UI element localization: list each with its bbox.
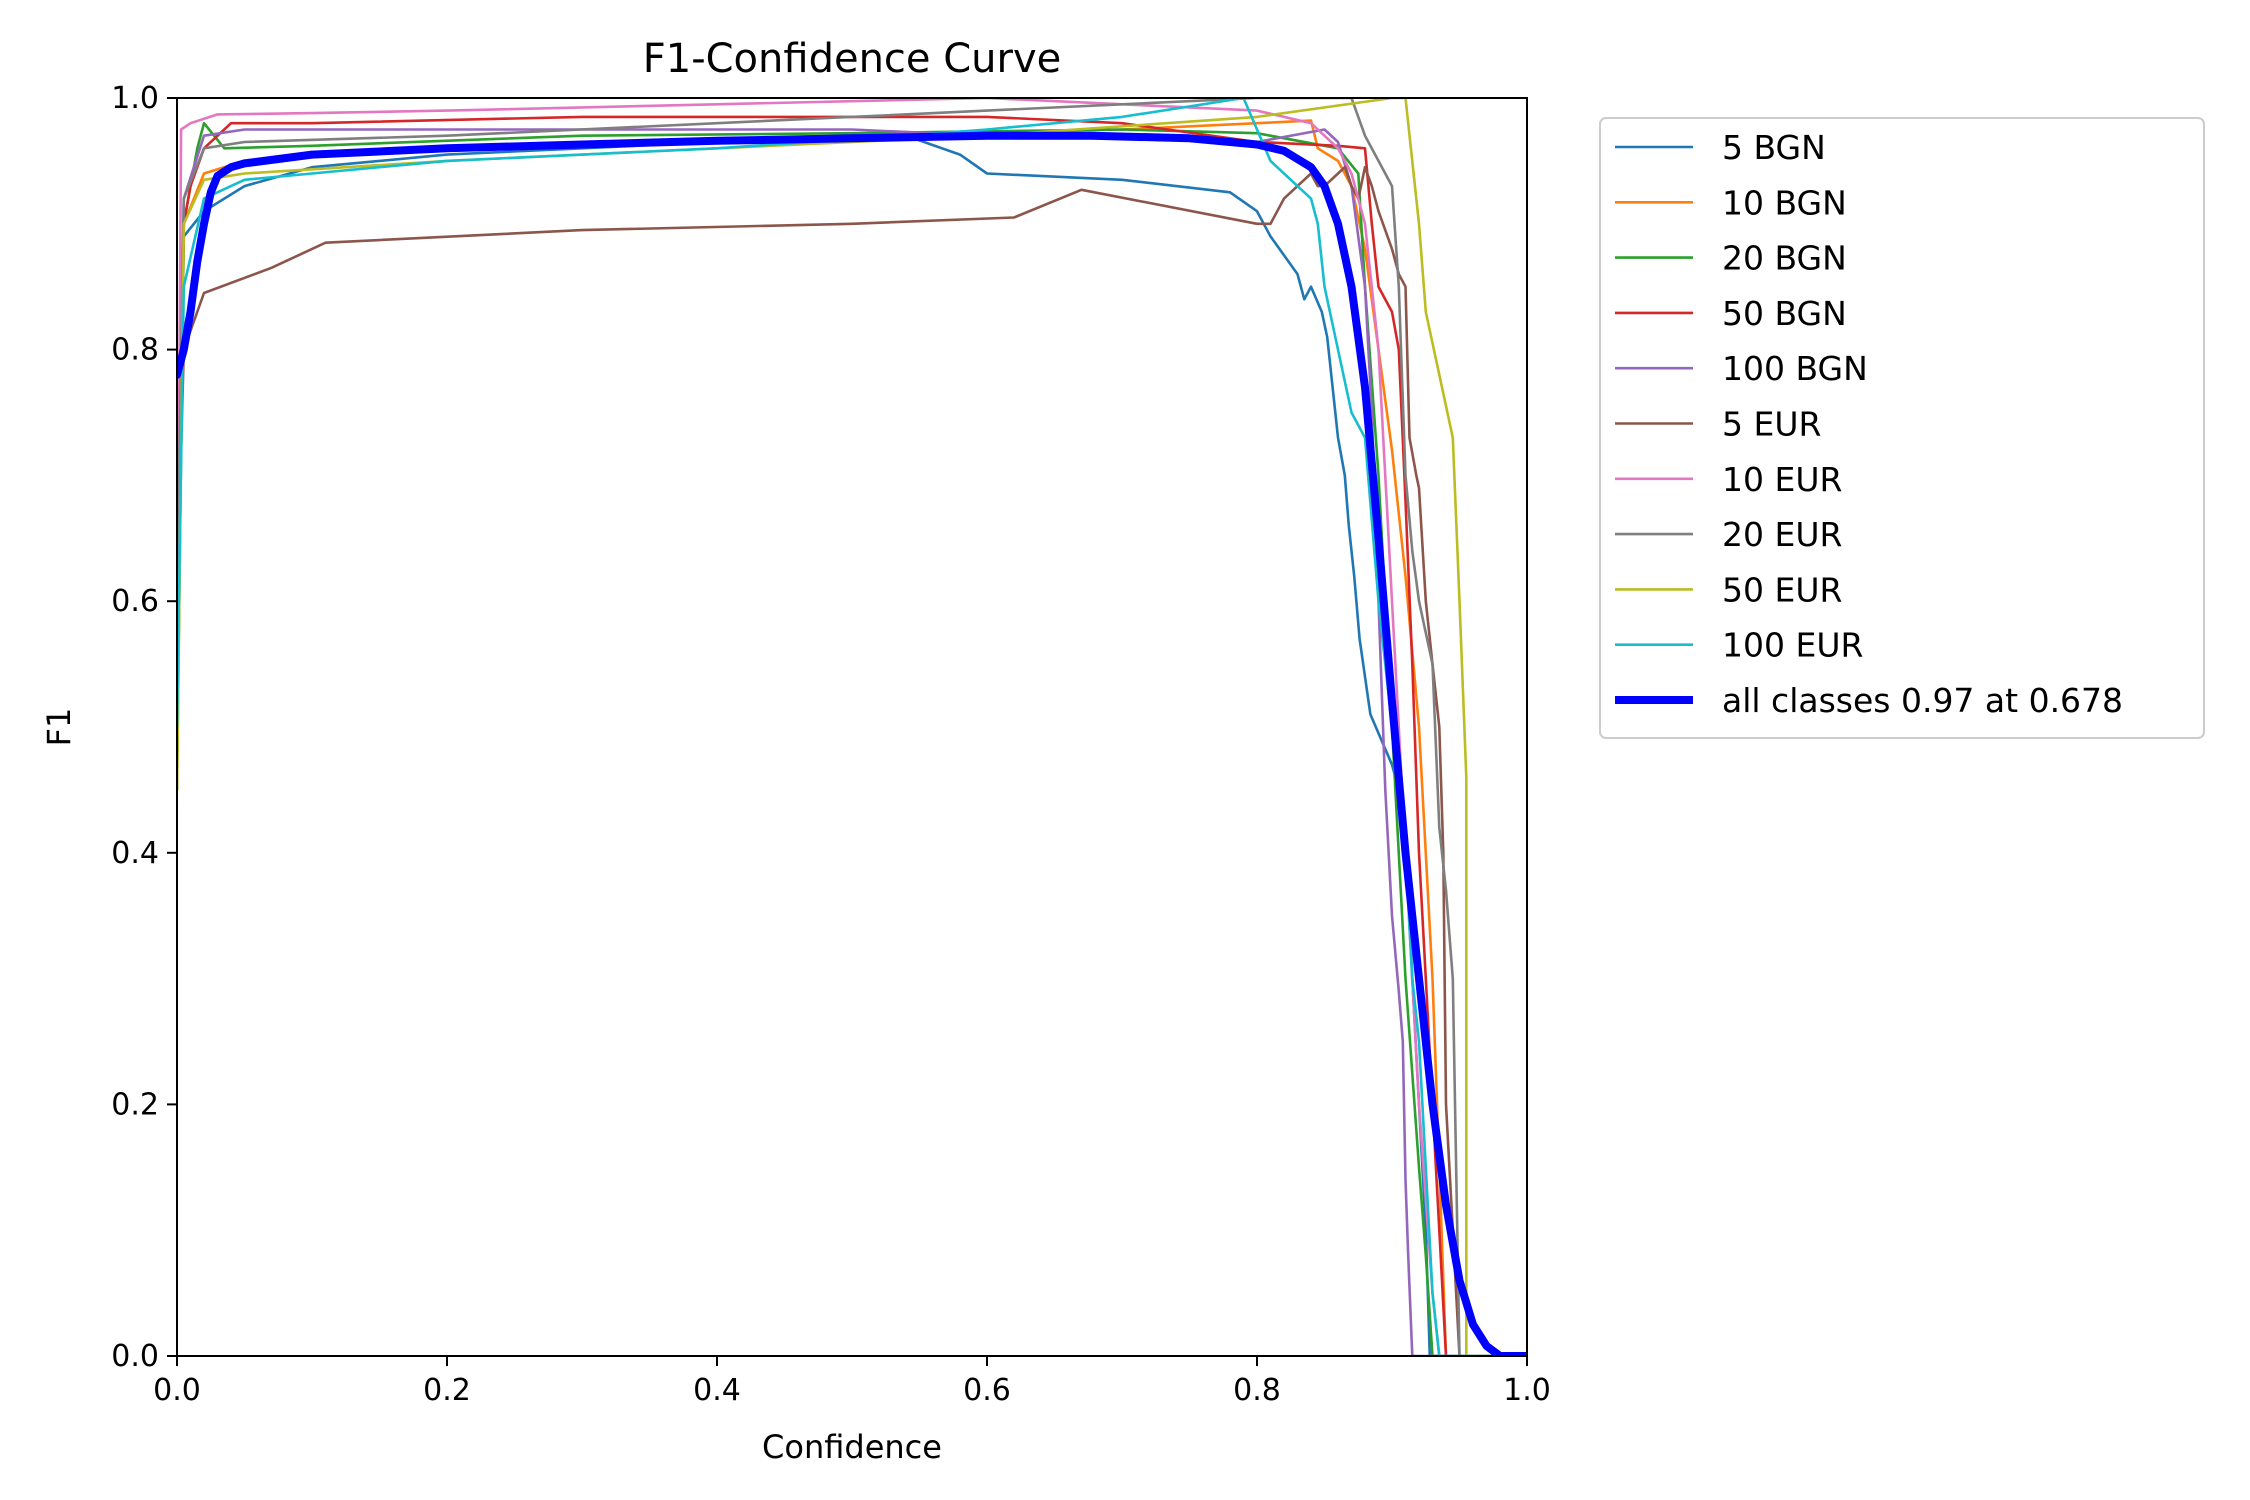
legend-label: 5 EUR xyxy=(1722,405,1821,444)
series-line-10 xyxy=(177,131,1527,1356)
y-tick-label: 0.4 xyxy=(111,836,159,871)
series-line-1 xyxy=(177,119,1527,1356)
legend-label: 100 BGN xyxy=(1722,349,1868,388)
series-line-2 xyxy=(177,121,1527,1356)
legend-label: 10 BGN xyxy=(1722,183,1847,222)
legend-items: 5 BGN 10 BGN 20 BGN 50 BGN 100 BGN 5 EUR 10 EU… xyxy=(1615,128,2123,720)
y-tick-label: 1.0 xyxy=(111,81,159,116)
series-line-5 xyxy=(177,165,1527,1356)
series-line-9 xyxy=(177,98,1527,1356)
series-layer xyxy=(177,98,1527,1356)
series-line-0 xyxy=(177,134,1527,1356)
series-line-6 xyxy=(177,98,1527,1356)
legend-box xyxy=(1599,117,2205,739)
legend-label: 50 EUR xyxy=(1722,570,1842,609)
x-tick-label: 1.0 xyxy=(1503,1373,1551,1408)
series-line-3 xyxy=(177,115,1527,1356)
y-tick-label: 0.6 xyxy=(111,584,159,619)
plot-frame xyxy=(176,97,1528,1357)
legend-label: 100 EUR xyxy=(1722,626,1863,665)
chart-title: F1-Confidence Curve xyxy=(643,36,1062,82)
legend-label: 10 EUR xyxy=(1722,460,1842,499)
y-axis-label: F1 xyxy=(40,708,78,747)
legend-label: 20 EUR xyxy=(1722,515,1842,554)
series-line-8 xyxy=(177,98,1527,1356)
legend-label: all classes 0.97 at 0.678 xyxy=(1722,681,2123,720)
x-axis-label: Confidence xyxy=(762,1428,942,1466)
series-line-7 xyxy=(177,98,1527,1356)
legend-label: 50 BGN xyxy=(1722,294,1847,333)
x-tick-label: 0.0 xyxy=(153,1373,201,1408)
legend: 5 BGN 10 BGN 20 BGN 50 BGN 100 BGN 5 EUR 10 EU… xyxy=(1599,117,2205,739)
x-tick-label: 0.8 xyxy=(1233,1373,1281,1408)
series-line-4 xyxy=(177,128,1527,1356)
x-axis: 0.0 0.2 0.4 0.6 0.8 1.0 xyxy=(153,1356,1551,1408)
y-tick-label: 0.8 xyxy=(111,333,159,368)
legend-label: 20 BGN xyxy=(1722,239,1847,278)
x-tick-label: 0.2 xyxy=(423,1373,471,1408)
x-tick-label: 0.6 xyxy=(963,1373,1011,1408)
y-axis: 0.0 0.2 0.4 0.6 0.8 1.0 xyxy=(111,81,177,1374)
x-tick-label: 0.4 xyxy=(693,1373,741,1408)
y-tick-label: 0.0 xyxy=(111,1339,159,1374)
legend-label: 5 BGN xyxy=(1722,128,1826,167)
y-tick-label: 0.2 xyxy=(111,1087,159,1122)
